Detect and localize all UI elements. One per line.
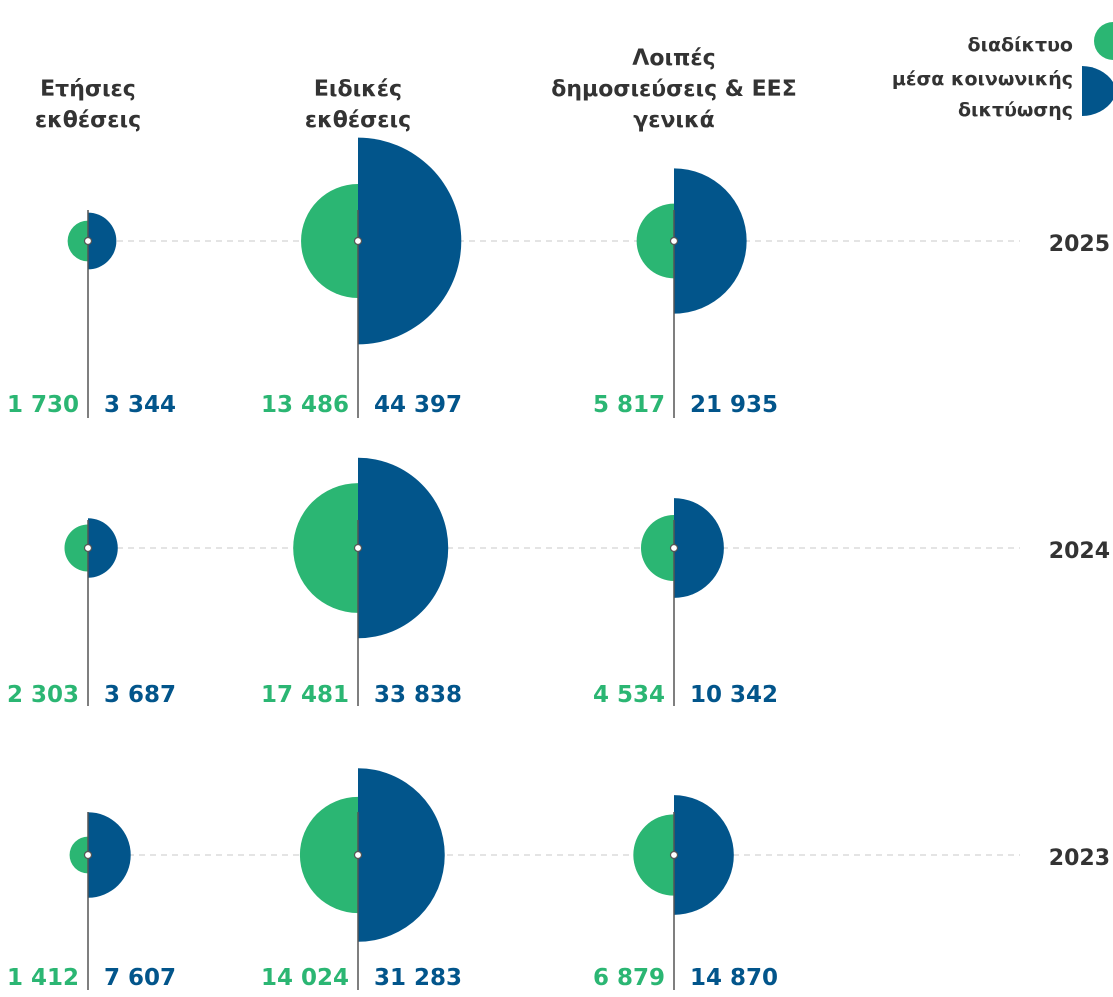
bubble-social-2024-0 [88,518,118,578]
legend-label-web: διαδίκτυο [968,34,1073,56]
value-label-web: 2 303 [7,682,79,708]
bubble-social-2025-0 [88,212,117,270]
value-label-web: 5 817 [593,392,665,418]
legend-swatch-social [1082,66,1113,116]
value-label-social: 14 870 [690,965,778,991]
bubble-web-2023-2 [633,814,674,896]
center-dot [353,236,363,246]
value-label-social: 7 607 [104,965,176,991]
bubble-social-2024-1 [358,457,449,639]
bubble-social-2024-2 [674,498,724,598]
value-label-social: 44 397 [374,392,462,418]
bubble-social-2025-2 [674,168,747,314]
bubble-web-2024-0 [64,524,88,572]
value-label-web: 1 412 [7,965,79,991]
center-dot [669,236,679,246]
legend-swatch-web [1094,22,1113,60]
column-header-2: δημοσιεύσεις & ΕΕΣ [551,77,796,102]
value-label-social: 3 687 [104,682,176,708]
value-label-social: 21 935 [690,392,778,418]
center-dot [669,543,679,553]
value-label-social: 31 283 [374,965,462,991]
bubble-social-2023-2 [674,795,734,915]
center-dot [83,543,93,553]
bubble-social-2025-1 [358,137,462,345]
column-header-0: Ετήσιες [40,77,136,102]
bubble-web-2025-2 [636,203,674,279]
value-label-social: 33 838 [374,682,462,708]
center-dot [83,850,93,860]
bubble-web-2023-1 [299,796,358,914]
column-header-2: Λοιπές [632,46,715,71]
bubble-web-2023-0 [69,836,88,874]
value-label-web: 6 879 [593,965,665,991]
bubble-social-2023-1 [358,768,445,942]
legend-label-social: δικτύωσης [958,99,1073,121]
column-header-2: γενικά [633,108,715,133]
bubble-social-2023-0 [88,812,131,898]
value-label-web: 13 486 [261,392,349,418]
value-label-social: 3 344 [104,392,176,418]
center-dot [353,543,363,553]
value-label-social: 10 342 [690,682,778,708]
bubble-web-2025-1 [301,184,358,298]
value-label-web: 1 730 [7,392,79,418]
year-label-2024: 2024 [1049,539,1110,564]
value-label-web: 4 534 [593,682,665,708]
column-header-0: εκθέσεις [35,108,141,133]
year-label-2025: 2025 [1049,232,1110,257]
bubble-web-2024-2 [640,514,674,582]
bubble-web-2024-1 [293,483,358,613]
bubble-web-2025-0 [67,220,88,262]
legend-label-social: μέσα κοινωνικής [892,68,1073,90]
center-dot [669,850,679,860]
center-dot [83,236,93,246]
column-header-1: εκθέσεις [305,108,411,133]
value-label-web: 14 024 [261,965,349,991]
year-label-2023: 2023 [1049,846,1110,871]
center-dot [353,850,363,860]
column-header-1: Ειδικές [314,77,402,102]
value-label-web: 17 481 [261,682,349,708]
